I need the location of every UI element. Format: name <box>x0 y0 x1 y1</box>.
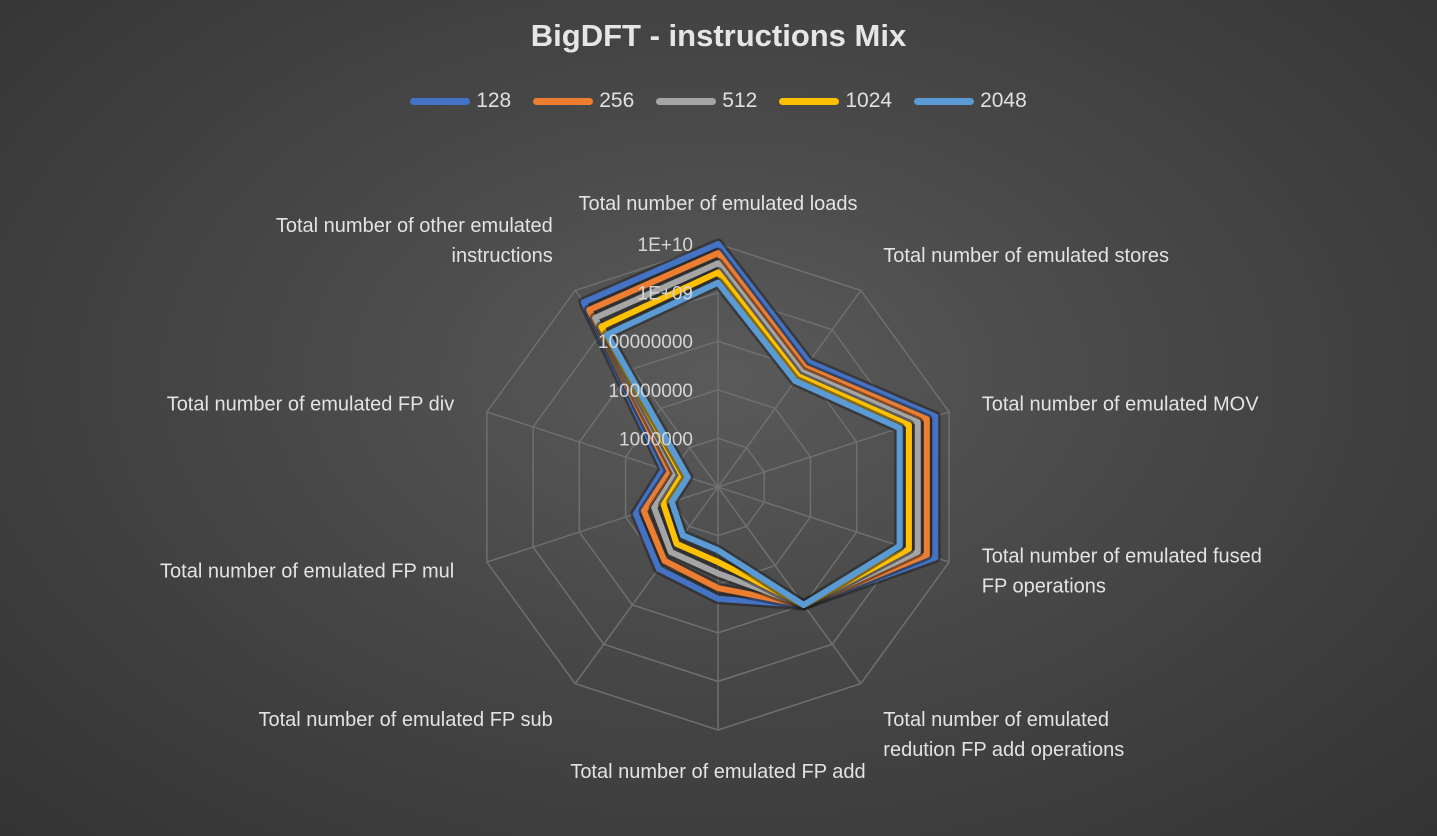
legend: 128 256 512 1024 2048 <box>0 89 1437 113</box>
tick-label: 1E+09 <box>638 284 693 305</box>
legend-swatch <box>656 97 717 105</box>
grid-spoke <box>574 486 719 685</box>
legend-swatch <box>533 97 594 105</box>
tick-label: 10000000 <box>608 381 693 402</box>
axis-label: instructions <box>452 245 553 267</box>
legend-item-2048[interactable]: 2048 <box>914 89 1027 113</box>
legend-label: 256 <box>599 89 635 112</box>
legend-item-128[interactable]: 128 <box>410 89 511 113</box>
axis-label: Total number of emulated <box>883 709 1109 731</box>
tick-label: 100000000 <box>598 332 693 353</box>
axis-label: Total number of emulated FP mul <box>160 561 454 583</box>
grid-spoke <box>717 486 862 685</box>
axis-label: FP operations <box>982 576 1106 598</box>
axis-label: redution FP add operations <box>883 739 1124 761</box>
axis-label: Total number of other emulated <box>276 215 553 237</box>
axis-label: Total number of emulated FP sub <box>258 709 552 731</box>
legend-label: 128 <box>476 89 512 112</box>
tick-label: 1000000 <box>619 429 693 450</box>
legend-item-512[interactable]: 512 <box>656 89 757 113</box>
axis-label: Total number of emulated loads <box>578 193 857 215</box>
axis-label: Total number of emulated stores <box>883 245 1169 267</box>
axis-label: Total number of emulated MOV <box>982 393 1259 415</box>
legend-item-1024[interactable]: 1024 <box>779 89 892 113</box>
tick-label: 1E+10 <box>638 235 693 256</box>
series-line-2048 <box>604 279 903 608</box>
legend-label: 2048 <box>980 89 1027 112</box>
legend-swatch <box>914 97 975 105</box>
legend-swatch <box>779 97 840 105</box>
chart-title: BigDFT - instructions Mix <box>530 18 907 53</box>
legend-item-256[interactable]: 256 <box>533 89 634 113</box>
grid-spoke <box>717 289 862 488</box>
legend-label: 1024 <box>845 89 893 112</box>
legend-label: 512 <box>722 89 758 112</box>
axis-label: Total number of emulated FP add <box>570 761 865 783</box>
legend-swatch <box>410 97 471 105</box>
axis-label: Total number of emulated FP div <box>167 393 455 415</box>
axis-label: Total number of emulated fused <box>982 546 1262 568</box>
